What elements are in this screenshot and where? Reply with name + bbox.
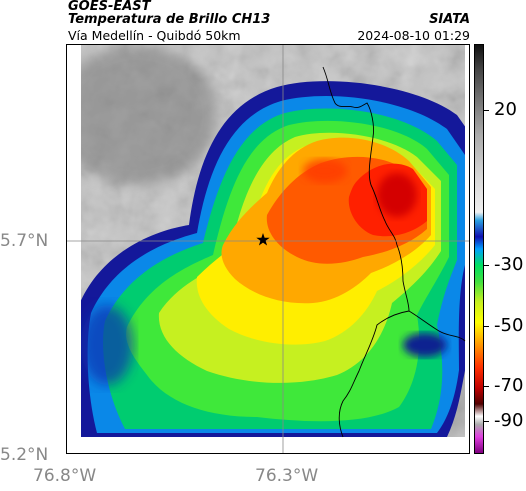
cloud-mass [79, 81, 469, 437]
colorbar-label: -90 [494, 410, 524, 431]
colorbar [474, 44, 484, 454]
datetime-label: 2024-08-10 01:29 [357, 28, 470, 43]
satellite-source: GOES-EAST [68, 0, 151, 14]
department-boundary [322, 66, 410, 438]
colorbar-label: -30 [494, 254, 524, 275]
colorbar-label: 20 [494, 99, 517, 120]
brightness-temperature-field [67, 45, 469, 453]
location-label: Vía Medellín - Quibdó 50km [68, 28, 241, 43]
colorbar-label: -50 [494, 315, 524, 336]
latitude-label-lower: 5.2°N [0, 445, 49, 465]
longitude-label-left: 76.8°W [33, 466, 97, 486]
colorbar-tick [484, 421, 489, 422]
colorbar-tick [484, 386, 489, 387]
product-title: Temperatura de Brillo CH13 [68, 12, 271, 27]
star-icon[interactable] [256, 233, 270, 246]
colorbar-label: -70 [494, 375, 524, 396]
colorbar-tick [484, 110, 489, 111]
colorbar-tick [484, 265, 489, 266]
organization-label: SIATA [429, 12, 470, 27]
longitude-label-mid: 76.3°W [255, 466, 319, 486]
latitude-label-upper: 5.7°N [0, 231, 49, 251]
satellite-map[interactable] [66, 44, 470, 454]
colorbar-tick [484, 326, 489, 327]
